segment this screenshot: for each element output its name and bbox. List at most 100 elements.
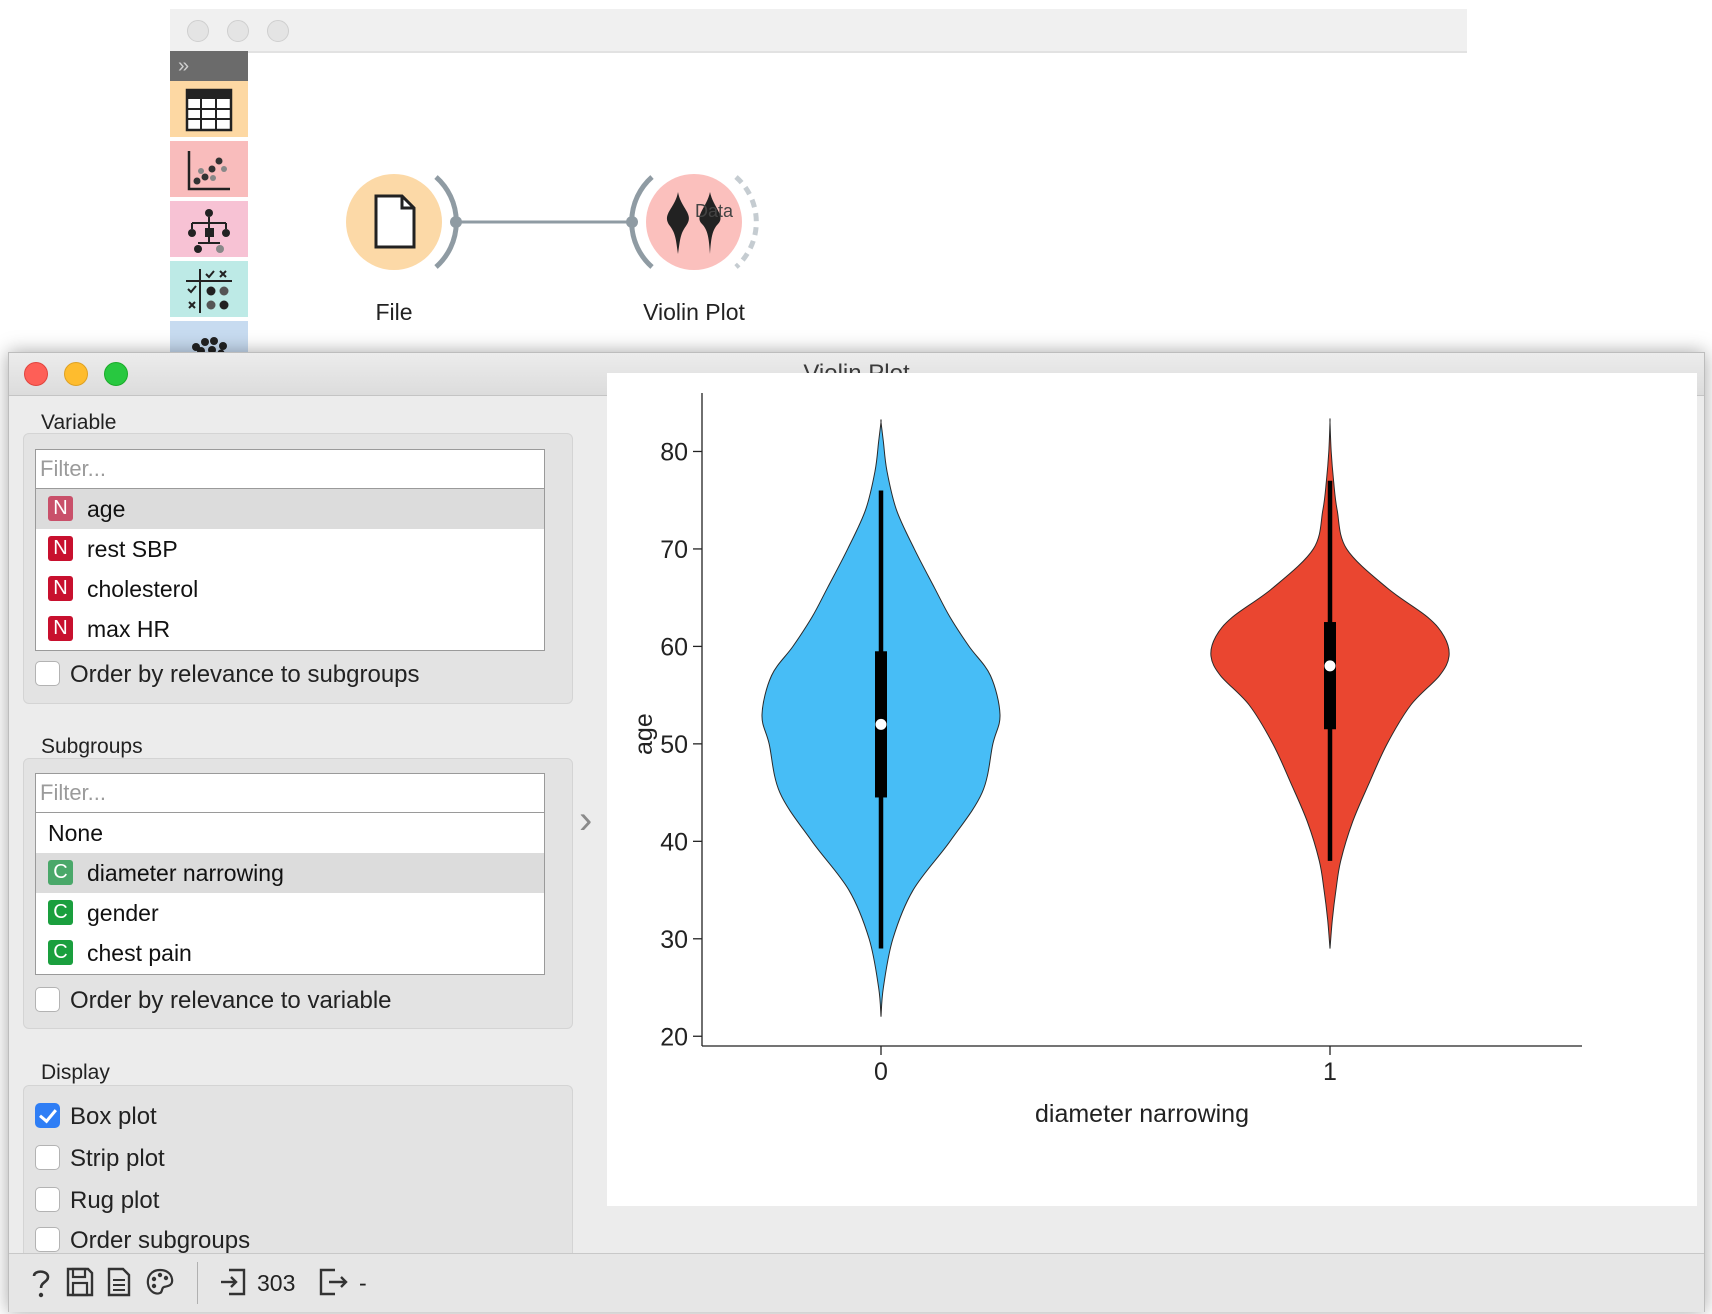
toolbox-category-visualize[interactable] [170,141,248,199]
window-close-button[interactable] [24,362,48,386]
checkbox-label: Box plot [70,1103,157,1130]
chevron-right-icon[interactable]: › [579,798,593,842]
order-by-relevance-to-variable-checkbox[interactable]: Order by relevance to variable [35,985,392,1017]
input-count: 303 [257,1270,296,1296]
checkbox-box[interactable] [35,1103,60,1129]
file-document-icon [374,194,416,249]
canvas-titlebar [170,9,1467,53]
list-item-label: rest SBP [87,536,178,562]
window-minimize-button[interactable] [64,362,88,386]
workflow-scheme [346,174,759,270]
numeric-variable-icon: N [48,536,73,562]
x-tick-label: 1 [1323,1058,1337,1086]
checkbox-box[interactable] [35,1187,60,1213]
toolbox-category-evaluate[interactable] [170,261,248,319]
categorical-variable-icon: C [48,900,73,926]
subgroups-section-title: Subgroups [41,735,143,758]
list-item-label: max HR [87,616,171,642]
display-box [23,1085,573,1255]
y-tick-label: 40 [660,828,688,856]
violin-node-circle[interactable] [646,174,742,270]
file-node-output-arc [434,175,459,269]
checkbox-box[interactable] [35,661,60,687]
link-label: Data [694,201,734,221]
variable-section-title: Variable [41,411,117,434]
canvas-close-button[interactable] [187,20,209,42]
list-item-label: age [87,496,126,522]
categorical-variable-icon: C [48,940,73,966]
output-count: - [359,1270,367,1296]
violin-node-output-arc [734,175,759,269]
file-node-label[interactable]: File [375,299,413,325]
canvas-minimize-button[interactable] [227,20,249,42]
violin-node-label[interactable]: Violin Plot [643,299,745,325]
status-divider [197,1262,198,1304]
y-tick-label: 20 [660,1023,688,1051]
save-icon[interactable] [66,1267,94,1297]
list-item-label: gender [87,900,159,926]
list-item-label: cholesterol [87,576,199,602]
canvas-window: » [170,9,1467,355]
numeric-variable-icon: N [48,496,73,522]
checkbox-label: Order by relevance to subgroups [70,661,420,688]
display-section-title: Display [41,1061,110,1084]
widget-toolbox: » [170,51,248,355]
toolbox-collapse-button[interactable]: » [170,51,248,81]
status-bar: 303 - [9,1253,1704,1312]
scatter-icon [187,151,230,191]
categorical-variable-icon: C [48,860,73,886]
checkbox-label: Rug plot [70,1187,160,1214]
subgroups-filter-input[interactable] [35,773,545,813]
list-item[interactable]: None [36,813,544,853]
list-item-label: None [48,820,103,846]
y-tick-label: 80 [660,438,688,466]
violin-chart[interactable]: 20 30 40 50 60 70 80 0 1 diameter narrowing age [607,373,1697,1206]
checkbox-label: Order subgroups [70,1227,251,1253]
checkbox-box[interactable] [35,1227,60,1253]
strip-plot-checkbox[interactable]: Strip plot [35,1143,165,1175]
list-item-label: diameter narrowing [87,860,284,886]
checkbox-box[interactable] [35,987,60,1013]
box-median [875,718,887,730]
window-zoom-button[interactable] [104,362,128,386]
x-axis-title: diameter narrowing [1035,1100,1249,1128]
x-tick-label: 0 [874,1058,888,1086]
help-icon[interactable] [29,1267,53,1299]
palette-icon[interactable] [145,1267,175,1297]
variable-filter-input[interactable] [35,449,545,489]
numeric-variable-icon: N [48,616,73,642]
table-icon [185,88,233,132]
report-icon[interactable] [107,1267,131,1297]
box-iqr [1324,622,1336,730]
y-tick-label: 60 [660,633,688,661]
checkbox-label: Strip plot [70,1145,165,1172]
checkbox-label: Order by relevance to variable [70,987,392,1014]
toolbox-category-model[interactable] [170,201,248,259]
confusion-matrix-icon [186,269,232,313]
order-by-relevance-to-subgroups-checkbox[interactable]: Order by relevance to subgroups [35,659,420,691]
numeric-variable-icon: N [48,576,73,602]
box-plot-checkbox[interactable]: Box plot [35,1101,157,1133]
y-tick-label: 30 [660,926,688,954]
checkbox-box[interactable] [35,1145,60,1171]
plot-area[interactable]: 20 30 40 50 60 70 80 0 1 diameter narrowing age [607,373,1697,1206]
rug-plot-checkbox[interactable]: Rug plot [35,1185,159,1217]
canvas-zoom-button[interactable] [267,20,289,42]
y-axis-title: age [630,713,658,755]
violin-icon [667,192,721,254]
order-subgroups-checkbox[interactable]: Order subgroups [35,1225,250,1253]
list-item-label: chest pain [87,940,192,966]
tree-icon [188,209,230,253]
toolbox-category-data[interactable] [170,81,248,139]
box-median [1324,660,1336,672]
